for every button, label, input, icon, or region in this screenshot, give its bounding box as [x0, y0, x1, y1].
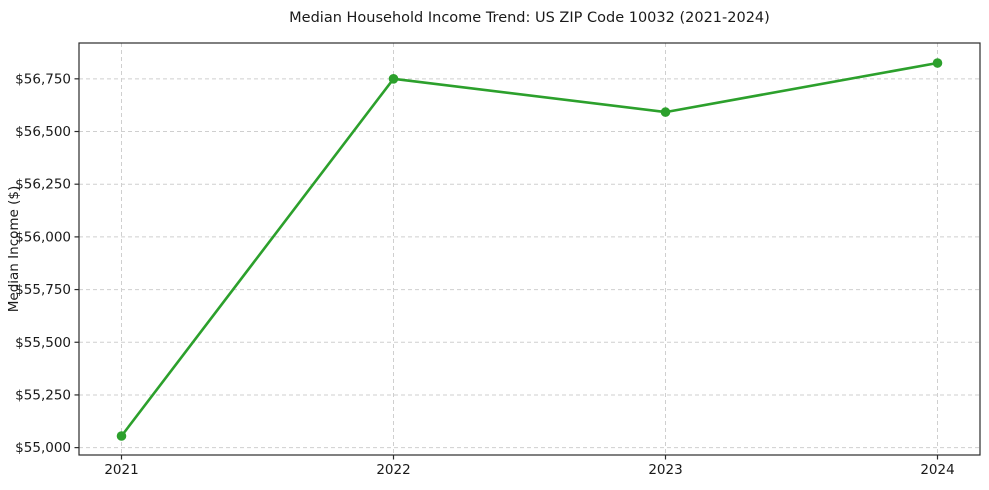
chart-title: Median Household Income Trend: US ZIP Co… [289, 10, 770, 26]
x-tick-label-2024: 2024 [920, 462, 954, 478]
data-point-2024 [932, 58, 943, 68]
x-tick-label-2021: 2021 [104, 462, 138, 478]
y-axis-label: Median Income ($) [6, 186, 22, 312]
x-tick-label-2022: 2022 [376, 462, 410, 478]
y-tick-label: $56,500 [15, 124, 71, 140]
income-trend-line [120, 61, 939, 438]
gridlines-layer [79, 43, 980, 455]
y-tick-label: $56,250 [15, 177, 71, 193]
series-layer [116, 58, 943, 441]
y-tick-label: $56,750 [15, 71, 71, 87]
y-tick-label: $55,750 [15, 282, 71, 298]
axes-layer: $55,000 $55,250 $55,500 $55,750 $56,000 $56,2… [15, 71, 955, 478]
data-point-2023 [660, 107, 671, 117]
y-tick-label: $55,500 [15, 335, 71, 351]
plot-border [78, 42, 981, 456]
y-tick-label: $55,250 [15, 387, 71, 403]
y-tick-label: $56,000 [15, 229, 71, 245]
data-point-2022 [388, 74, 399, 84]
data-point-2021 [116, 431, 127, 441]
x-tick-label-2023: 2023 [648, 462, 682, 478]
y-tick-label: $55,000 [15, 440, 71, 456]
